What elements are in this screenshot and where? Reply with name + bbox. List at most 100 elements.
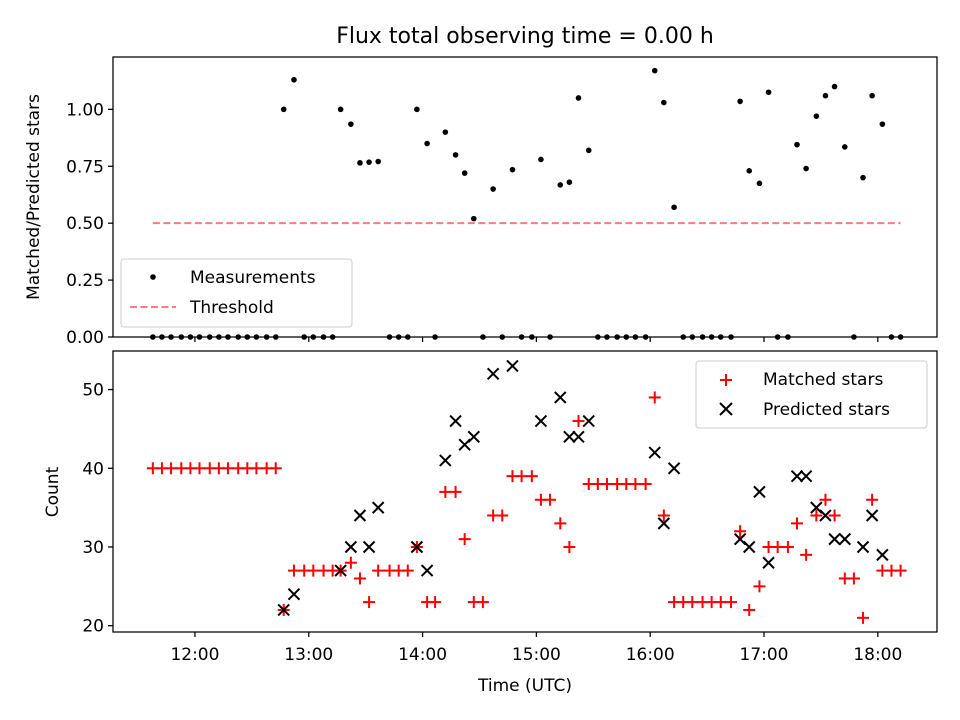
measurement-point (661, 99, 667, 106)
predicted-star-point (554, 391, 567, 404)
predicted-star-point (743, 540, 756, 554)
measurement-point (575, 95, 582, 101)
matched-star-point (344, 556, 357, 569)
matched-star-point (458, 533, 471, 546)
matched-star-point (372, 564, 385, 577)
bottom-y-axis-label: Count (43, 466, 63, 517)
matched-star-point (753, 580, 766, 593)
measurement-point (879, 121, 886, 127)
measurement-point (842, 144, 848, 150)
top-legend-box (120, 258, 353, 328)
predicted-star-point (287, 588, 301, 601)
top-y-ticks: 0.00 0.25 0.50 0.75 1.00 (66, 100, 113, 348)
measurement-point (366, 159, 372, 165)
legend-matched-label: Matched stars (763, 370, 883, 390)
matched-star-point (563, 540, 576, 553)
matched-star-point (639, 478, 652, 491)
predicted-star-point (467, 430, 480, 444)
matched-star-point (725, 596, 737, 609)
matched-star-point (714, 596, 727, 609)
matched-star-point (353, 572, 366, 585)
predicted-star-point (563, 430, 576, 444)
measurement-point (860, 174, 866, 181)
top-y-tick-label: 0.00 (66, 328, 104, 348)
matched-star-point (165, 462, 178, 475)
measurement-point (375, 158, 381, 165)
legend-matched-marker (720, 374, 732, 386)
predicted-star-point (506, 359, 519, 373)
matched-star-point (771, 540, 784, 553)
measurement-point (490, 186, 496, 192)
predicted-star-point (582, 414, 595, 428)
bottom-x-tick-label: 16:00 (626, 645, 675, 665)
predicted-star-point (334, 564, 347, 577)
predicted-star-point (277, 603, 290, 617)
matched-star-point (800, 548, 813, 561)
matched-star-point (515, 470, 528, 483)
matched-star-point (572, 415, 585, 428)
matched-star-point (250, 462, 263, 475)
matched-star-point (287, 564, 300, 577)
matched-star-point (894, 564, 907, 577)
predicted-star-point (790, 469, 804, 483)
bottom-y-tick-label: 20 (82, 617, 104, 637)
predicted-star-point (534, 414, 548, 428)
matched-star-point (544, 493, 557, 506)
matched-star-point (648, 391, 661, 404)
matched-star-point (857, 611, 870, 624)
bottom-x-tick-label: 12:00 (170, 645, 219, 665)
measurement-point (651, 67, 658, 74)
bottom-x-tick-label: 14:00 (398, 645, 447, 665)
measurement-point (566, 179, 573, 186)
matched-star-point (401, 564, 414, 577)
measurement-point (794, 141, 800, 148)
predicted-star-point (572, 430, 585, 444)
legend-threshold-label: Threshold (189, 298, 274, 318)
predicted-star-point (828, 532, 841, 546)
predicted-star-point (838, 532, 852, 546)
predicted-star-point (486, 367, 500, 381)
measurement-point (737, 98, 743, 105)
matched-star-point (629, 478, 642, 491)
bottom-y-ticks: 20 30 40 50 (82, 381, 113, 637)
top-axes-frame (112, 56, 938, 338)
chart-title: Flux total observing time = 0.00 h (336, 24, 714, 49)
measurement-point (442, 129, 449, 135)
matched-star-point (791, 517, 804, 530)
measurement-point (348, 121, 354, 127)
matched-star-point (429, 596, 442, 609)
matched-star-point (269, 462, 282, 475)
matched-star-point (828, 509, 841, 522)
predicted-star-point (762, 556, 775, 569)
bottom-legend-box (695, 360, 928, 429)
matched-star-point (686, 596, 699, 609)
bottom-x-tick-label: 13:00 (284, 645, 333, 665)
legend-predicted-marker (719, 402, 733, 416)
top-y-tick-label: 0.25 (66, 271, 104, 291)
top-y-axis-label: Matched/Predicted stars (24, 94, 44, 300)
predicted-star-point (648, 446, 661, 459)
bottom-axes-frame (112, 350, 938, 633)
measurement-point (813, 113, 820, 119)
matched-star-point (193, 462, 206, 475)
bottom-y-tick-label: 30 (82, 538, 104, 558)
measurement-point (869, 92, 875, 99)
predicted-star-point (753, 485, 766, 499)
matched-star-point (307, 564, 320, 577)
legend-predicted-label: Predicted stars (763, 400, 890, 420)
bottom-plot-area (146, 359, 907, 624)
predicted-star-point (344, 540, 358, 554)
bottom-x-tick-label: 15:00 (512, 645, 561, 665)
matched-star-point (439, 485, 452, 498)
measurement-point (337, 106, 344, 113)
matched-star-point (554, 517, 567, 530)
predicted-star-point (420, 564, 434, 577)
matched-star-point (866, 493, 879, 506)
predicted-star-point (865, 509, 879, 522)
top-legend: Measurements Threshold (120, 258, 353, 328)
measurement-point (470, 215, 477, 222)
top-x-ticks (194, 337, 879, 342)
measurement-point (557, 182, 564, 188)
measurement-point (357, 160, 363, 166)
